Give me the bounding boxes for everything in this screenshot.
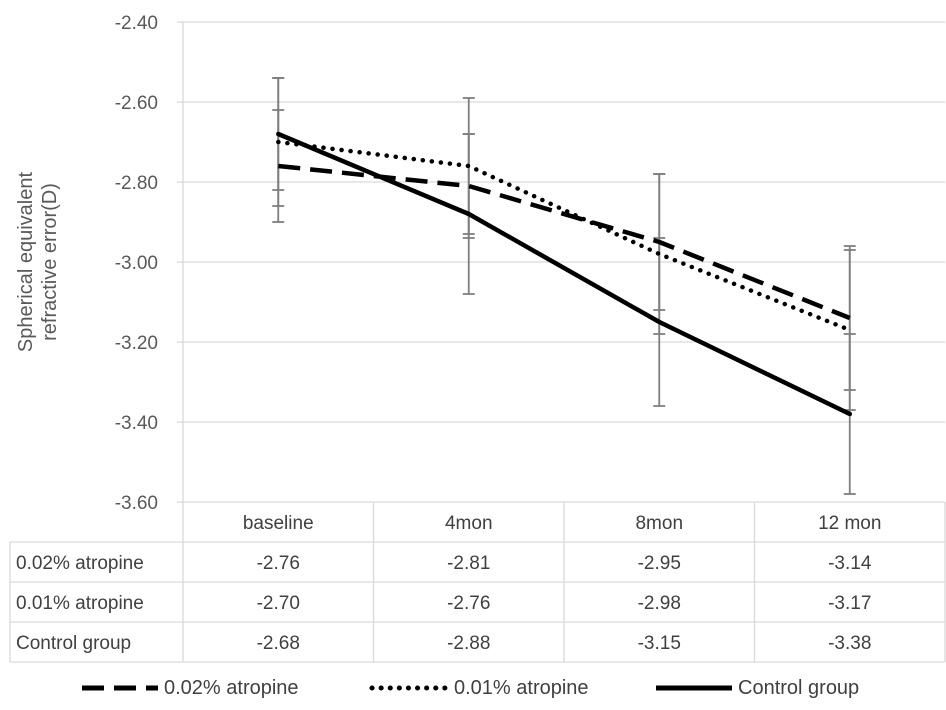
legend-label: 0.02% atropine xyxy=(164,677,299,699)
table-row-label: Control group xyxy=(16,633,131,654)
y-axis-title: Spherical equivalent refractive error(D) xyxy=(15,172,61,353)
y-axis-title-line: Spherical equivalent xyxy=(15,172,37,353)
data-table: baseline 4mon 8mon 12 mon 0.02% atropine -2.7… xyxy=(9,501,946,663)
table-cell-value: -2.81 xyxy=(447,553,490,574)
x-tick-label: 12 mon xyxy=(818,513,881,534)
y-axis-ticks: -2.40 -2.60 -2.80 -3.00 -3.20 -3.40 -3.60 xyxy=(115,13,158,514)
table-cell-value: -2.88 xyxy=(447,633,490,654)
series-lines xyxy=(276,131,853,417)
grid-lines xyxy=(177,21,945,503)
y-tick-label: -3.20 xyxy=(115,333,158,354)
x-tick-label: baseline xyxy=(243,513,314,534)
y-tick-label: -2.40 xyxy=(115,13,158,34)
error-bars xyxy=(272,77,856,495)
table-cell-value: -2.70 xyxy=(257,593,300,614)
legend-label: Control group xyxy=(738,677,859,699)
series-line-2 xyxy=(276,131,853,417)
legend-label: 0.01% atropine xyxy=(454,677,589,699)
y-axis-label: Spherical equivalent refractive error(D) xyxy=(15,172,61,353)
table-cell-value: -2.68 xyxy=(257,633,300,654)
table-cell-value: -2.76 xyxy=(257,553,300,574)
table-cell-value: -3.14 xyxy=(828,553,872,574)
table-cell-value: -3.15 xyxy=(638,633,681,654)
legend: 0.02% atropine 0.01% atropine Control grou… xyxy=(82,677,859,699)
y-tick-label: -3.00 xyxy=(115,253,158,274)
table-cell-value: -3.17 xyxy=(828,593,871,614)
table-row-label: 0.02% atropine xyxy=(16,553,144,574)
table-cell-value: -2.95 xyxy=(638,553,681,574)
x-tick-label: 8mon xyxy=(635,513,683,534)
y-tick-label: -3.40 xyxy=(115,413,158,434)
table-cell-value: -2.98 xyxy=(638,593,681,614)
y-axis-title-line: refractive error(D) xyxy=(39,183,61,341)
table-row-label: 0.01% atropine xyxy=(16,593,144,614)
x-tick-label: 4mon xyxy=(445,513,493,534)
table-cell-value: -3.38 xyxy=(828,633,871,654)
series-line-0 xyxy=(278,163,851,321)
table-cell-value: -2.76 xyxy=(447,593,490,614)
y-tick-label: -2.80 xyxy=(115,173,158,194)
y-tick-label: -3.60 xyxy=(115,493,158,514)
y-tick-label: -2.60 xyxy=(115,93,158,114)
